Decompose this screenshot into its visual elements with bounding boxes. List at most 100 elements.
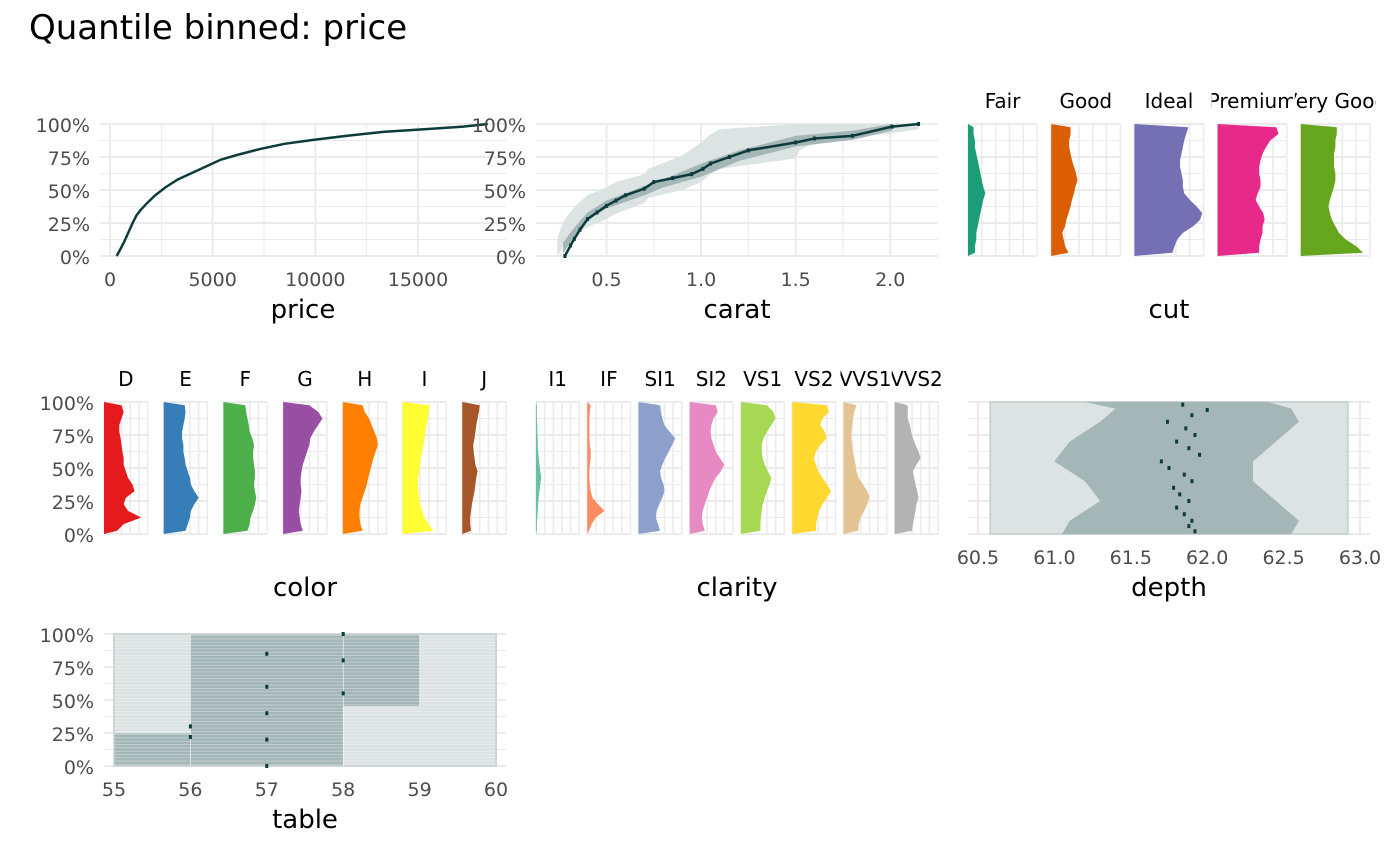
- clarity-facet-area: [689, 402, 725, 534]
- clarity-facet-area: [638, 402, 676, 534]
- color-facet-label: F: [240, 367, 252, 391]
- table-data-point: [265, 684, 269, 689]
- cut-facet-label: Good: [1059, 89, 1112, 113]
- depth-x-tick-label: 61.5: [1110, 547, 1152, 569]
- clarity-facet-area: [894, 402, 921, 534]
- color-facet-2: F: [222, 367, 268, 535]
- carat-data-point: [671, 176, 675, 181]
- carat-data-point: [623, 193, 627, 198]
- table-data-point: [265, 651, 269, 656]
- depth-data-point: [1205, 407, 1209, 412]
- table-data-point: [188, 724, 192, 729]
- depth-data-point: [1187, 446, 1191, 451]
- depth-x-tick-label: 60.5: [957, 547, 999, 569]
- carat-data-point: [813, 136, 817, 141]
- depth-x-tick-label: 61.0: [1033, 547, 1075, 569]
- clarity-facet-label: VVS1: [839, 367, 892, 391]
- cut-facet-area: [1051, 124, 1078, 256]
- table-x-tick-label: 56: [178, 779, 202, 801]
- carat-data-point: [563, 254, 567, 258]
- depth-x-tick-label: 62.0: [1186, 547, 1228, 569]
- clarity-facet-label: VS1: [743, 367, 782, 391]
- carat-data-point: [578, 227, 582, 232]
- carat-data-point: [917, 122, 921, 126]
- color-facet-5: I: [401, 367, 448, 535]
- depth-data-point: [1182, 472, 1186, 477]
- depth-data-point: [1190, 413, 1194, 418]
- cut-facet-label: Ideal: [1145, 89, 1194, 113]
- price-axis-label: price: [271, 295, 336, 325]
- carat-x-tick-label: 1.5: [781, 269, 811, 291]
- depth-data-point: [1193, 433, 1197, 437]
- table-y-tick-label: 50%: [52, 691, 94, 713]
- cut-facet-3: Premium: [1212, 89, 1293, 257]
- table-data-point: [341, 691, 345, 696]
- clarity-facet-area: [792, 402, 832, 534]
- clarity-facet-0: I1: [535, 367, 580, 535]
- depth-data-point: [1172, 485, 1176, 490]
- cut-facet-area: [1134, 124, 1203, 256]
- table-x-tick-label: 57: [255, 779, 279, 801]
- table-axis-label: table: [272, 805, 338, 835]
- carat-data-point: [614, 198, 618, 203]
- clarity-facet-area: [536, 402, 542, 534]
- depth-data-point: [1193, 529, 1197, 534]
- depth-x-tick-label: 63.0: [1339, 547, 1381, 569]
- color-facet-label: J: [479, 367, 487, 391]
- color-facet-area: [342, 402, 378, 534]
- color-axis-label: color: [273, 573, 337, 603]
- carat-inner-band: [563, 124, 893, 254]
- carat-y-tick-label: 50%: [484, 181, 526, 203]
- color-facet-1: E: [162, 367, 209, 535]
- color-facet-area: [402, 402, 434, 534]
- price-y-tick-label: 50%: [48, 181, 90, 203]
- color-facet-label: H: [357, 367, 372, 391]
- color-facet-3: G: [282, 367, 328, 535]
- cut-facet-area: [968, 124, 986, 256]
- carat-x-tick-label: 2.0: [875, 269, 905, 291]
- price-y-tick-label: 100%: [36, 115, 90, 137]
- cut-facet-label: Fair: [985, 89, 1021, 113]
- table-data-point: [265, 711, 269, 716]
- depth-data-point: [1187, 524, 1191, 529]
- depth-data-point: [1190, 518, 1194, 523]
- chart-title: Quantile binned: price: [29, 8, 408, 48]
- table-x-tick-label: 58: [331, 779, 355, 801]
- carat-y-tick-label: 100%: [472, 115, 526, 137]
- table-y-tick-label: 25%: [52, 724, 94, 746]
- carat-data-point: [605, 203, 609, 208]
- color-facet-label: I: [421, 367, 427, 391]
- clarity-facet-area: [587, 402, 605, 534]
- carat-data-point: [850, 133, 854, 138]
- depth-axis-label: depth: [1131, 573, 1207, 603]
- carat-data-point: [701, 166, 705, 171]
- table-inner-band: [342, 633, 420, 707]
- depth-data-point: [1190, 479, 1194, 484]
- cut-facet-2: Ideal: [1133, 89, 1205, 257]
- carat-x-tick-label: 0.5: [591, 269, 621, 291]
- table-data-point: [265, 764, 269, 768]
- cut-facet-label: Very Good: [1284, 89, 1388, 113]
- carat-y-tick-label: 0%: [496, 247, 526, 269]
- clarity-facet-area: [843, 402, 870, 534]
- table-inner-band: [113, 732, 191, 767]
- carat-x-tick-label: 1.0: [686, 269, 716, 291]
- color-facet-0: D: [103, 367, 149, 535]
- cut-facet-0: Fair: [967, 89, 1038, 257]
- depth-x-tick-label: 62.5: [1262, 547, 1304, 569]
- depth-inner-band: [1054, 402, 1299, 534]
- carat-data-point: [586, 217, 590, 222]
- cut-facet-1: Good: [1050, 89, 1122, 257]
- price-series-line: [115, 122, 488, 257]
- depth-data-point: [1165, 419, 1169, 424]
- table-y-tick-label: 75%: [52, 658, 94, 680]
- table-data-point: [188, 734, 192, 739]
- carat-data-point: [595, 210, 599, 215]
- carat-data-point: [727, 155, 731, 159]
- color-facet-area: [223, 402, 257, 534]
- clarity-facet-3: SI2: [689, 367, 734, 535]
- clarity-facet-5: VS2: [791, 367, 837, 535]
- color-facet-6: J: [461, 367, 507, 535]
- color-facet-label: E: [179, 367, 192, 391]
- price-x-tick-label: 15000: [388, 269, 448, 291]
